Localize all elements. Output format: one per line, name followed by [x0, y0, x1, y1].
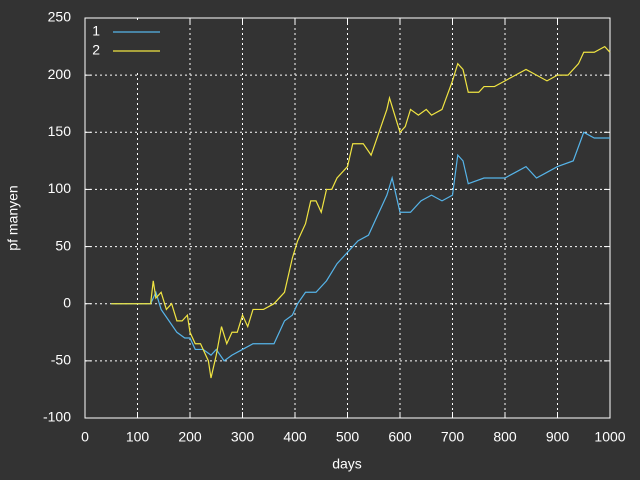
y-tick-label: -100 [43, 409, 71, 425]
y-tick-label: 150 [48, 123, 72, 139]
x-axis-label: days [332, 456, 362, 472]
y-tick-label: -50 [51, 352, 71, 368]
x-tick-label: 200 [178, 429, 202, 445]
y-axis-label: pf manyen [5, 185, 21, 250]
x-tick-label: 300 [231, 429, 255, 445]
x-tick-label: 0 [81, 429, 89, 445]
x-tick-label: 800 [493, 429, 517, 445]
series-line [111, 45, 611, 379]
x-tick-label: 600 [388, 429, 412, 445]
series-line [111, 131, 610, 362]
x-tick-label: 100 [126, 429, 150, 445]
y-tick-label: 100 [48, 180, 72, 196]
y-tick-label: 0 [63, 294, 71, 310]
plot-border [84, 17, 611, 419]
x-tick-label: 1000 [594, 429, 625, 445]
x-tick-label: 700 [441, 429, 465, 445]
x-tick-label: 500 [336, 429, 360, 445]
x-tick-label: 400 [283, 429, 307, 445]
y-tick-label: 250 [48, 9, 72, 25]
y-tick-label: 200 [48, 66, 72, 82]
x-tick-label: 900 [546, 429, 570, 445]
legend-label: 1 [92, 23, 100, 39]
y-tick-label: 50 [55, 237, 71, 253]
legend-box [87, 20, 167, 70]
legend-label: 2 [92, 42, 100, 58]
